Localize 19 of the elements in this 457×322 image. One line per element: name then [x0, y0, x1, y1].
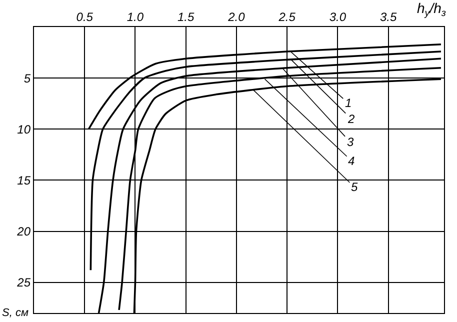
x-tick-label: 3.5	[380, 10, 397, 24]
x-tick-label: 1.5	[178, 10, 195, 24]
x-tick-label: 2.0	[227, 10, 246, 24]
annotation: 5	[351, 180, 358, 194]
y-tick-label: 10	[17, 122, 31, 136]
y-tick-label: 15	[17, 173, 31, 188]
x-axis-title: h$_{у}$/h$_{з}$	[417, 0, 446, 19]
x-tick-label: 1.0	[126, 10, 144, 24]
annotation: 1	[345, 96, 352, 110]
annotation: 4	[348, 154, 355, 168]
y-axis-title: S, см	[2, 307, 29, 319]
x-tick-label: 2.5	[278, 10, 296, 24]
x-tick-label: 0.5	[76, 10, 94, 24]
y-tick-label: 5	[24, 71, 31, 86]
x-tick-label: 3.0	[329, 10, 346, 24]
annotation: 3	[347, 135, 354, 149]
annotation: 2	[347, 112, 355, 126]
y-tick-label: 25	[16, 276, 31, 290]
y-tick-label: 20	[16, 224, 31, 238]
